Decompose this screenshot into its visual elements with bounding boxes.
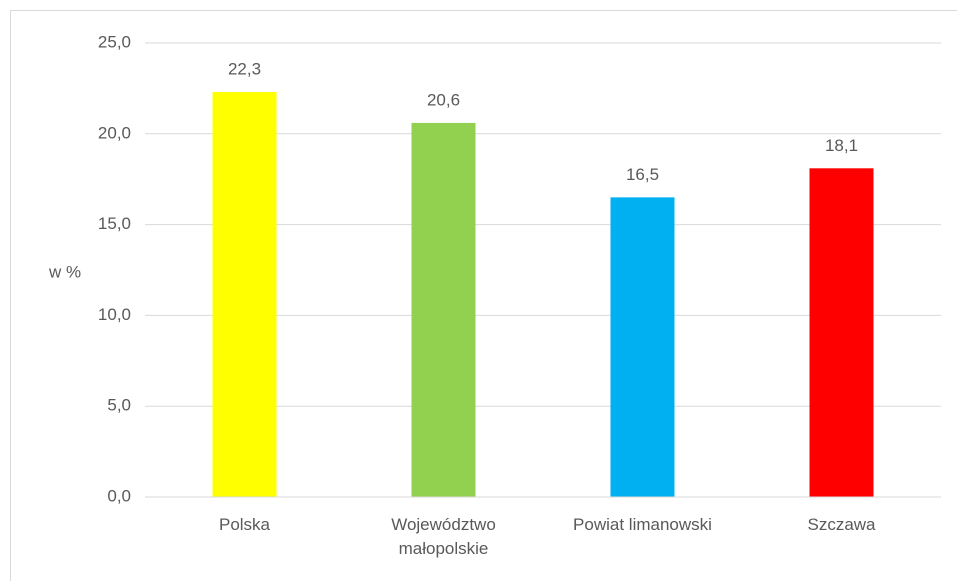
x-tick-label: Szczawa: [807, 515, 876, 534]
y-tick-label: 25,0: [98, 32, 131, 51]
value-label: 16,5: [626, 165, 659, 184]
value-label: 22,3: [228, 60, 261, 79]
chart-frame: [10, 10, 957, 581]
value-label: 18,1: [825, 136, 858, 155]
bar: [212, 92, 277, 498]
bar: [809, 168, 874, 497]
y-tick-label: 10,0: [98, 305, 131, 324]
y-tick-label: 15,0: [98, 214, 131, 233]
y-axis-label: w %: [48, 262, 81, 281]
x-tick-label: Polska: [218, 515, 271, 534]
value-label: 20,6: [427, 90, 460, 109]
x-tick-label: Powiat limanowski: [573, 515, 712, 534]
bar: [411, 122, 476, 498]
y-tick-label: 5,0: [107, 396, 131, 415]
y-tick-label: 20,0: [98, 123, 131, 142]
y-tick-label: 0,0: [107, 486, 131, 505]
bar: [610, 197, 675, 498]
x-tick-label: Województwo małopolskie: [391, 515, 496, 558]
